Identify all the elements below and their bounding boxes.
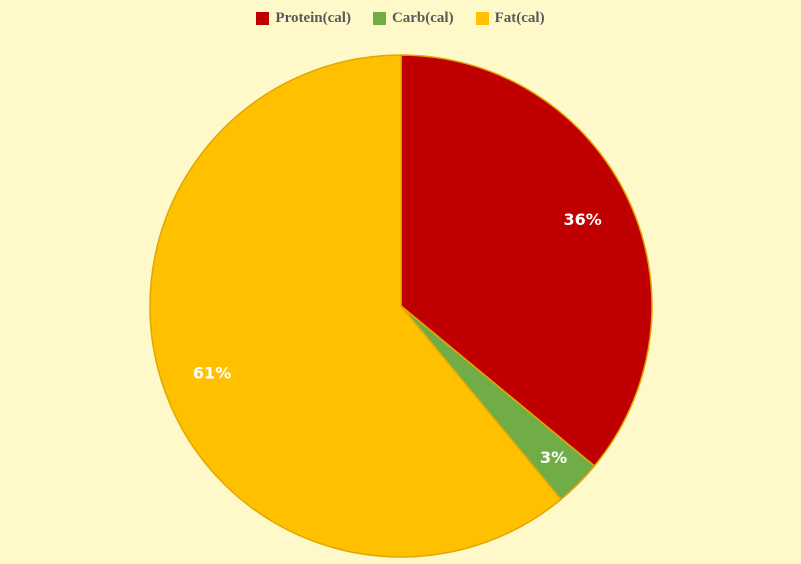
legend-item-carb: Carb(cal)	[372, 10, 454, 27]
pie-slice-fat	[149, 54, 563, 558]
pie-slice-protein	[400, 54, 653, 468]
legend-swatch-protein	[256, 12, 270, 25]
data-label-carb: 3%	[540, 448, 567, 467]
legend-label-protein: Protein(cal)	[275, 10, 351, 26]
legend-label-carb: Carb(cal)	[391, 10, 454, 26]
data-label-protein: 36%	[564, 210, 602, 229]
legend-label-fat: Fat(cal)	[494, 10, 545, 26]
legend: Protein(cal) Carb(cal) Fat(cal)	[0, 10, 801, 27]
legend-item-protein: Protein(cal)	[256, 10, 351, 27]
legend-item-fat: Fat(cal)	[475, 10, 545, 27]
legend-swatch-carb	[372, 12, 386, 25]
data-label-fat: 61%	[193, 364, 231, 383]
legend-swatch-fat	[475, 12, 489, 25]
